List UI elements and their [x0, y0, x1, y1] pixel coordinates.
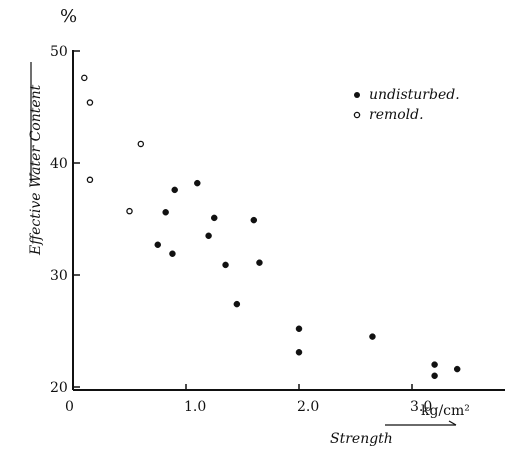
undisturbed-point [211, 214, 218, 222]
data-points [81, 74, 461, 380]
y-tick-label: 40 [50, 156, 68, 172]
remold-point [137, 140, 145, 148]
undisturbed-point [194, 179, 201, 187]
y-tick-label: 20 [50, 380, 68, 396]
undisturbed-point [250, 216, 258, 224]
undisturbed-point [205, 232, 212, 240]
legend-label-remold: remold. [369, 107, 424, 123]
y-axis-unit: % [60, 6, 77, 27]
x-tick-label: 1.0 [184, 399, 206, 415]
undisturbed-point [233, 300, 241, 308]
remold-point [86, 176, 94, 184]
undisturbed-point [162, 209, 169, 216]
undisturbed-point [154, 241, 161, 249]
remold-point [81, 74, 88, 82]
undisturbed-point [295, 349, 303, 356]
x-axis-arrow-head [448, 420, 457, 426]
remold-point [126, 207, 133, 215]
undisturbed-point [369, 333, 376, 340]
undisturbed-point [256, 259, 263, 266]
undisturbed-point [453, 365, 461, 373]
x-axis-label: Strength [330, 431, 393, 447]
undisturbed-point [171, 186, 178, 194]
undisturbed-point [295, 325, 303, 333]
undisturbed-point [431, 361, 438, 368]
y-axis-label: Effective Water Content [28, 84, 44, 256]
y-tick-label: 50 [50, 44, 68, 60]
undisturbed-point [169, 250, 176, 257]
undisturbed-point [431, 372, 438, 380]
legend-label-undisturbed: undisturbed. [369, 87, 460, 103]
legend-marker-undisturbed [354, 92, 360, 98]
x-axis-unit: kg/cm² [421, 403, 470, 419]
remold-point [86, 99, 94, 106]
tick-group: 0 1.0 2.0 3.0 20 30 40 50 [50, 44, 432, 415]
legend-marker-remold [353, 111, 361, 119]
undisturbed-point [222, 261, 229, 269]
y-tick-label: 30 [50, 268, 68, 284]
x-tick-label: 2.0 [297, 399, 319, 415]
x-tick-label: 3.0 [410, 399, 432, 415]
legend: undisturbed. remold. [353, 87, 460, 123]
x-tick-label: 0 [65, 399, 74, 415]
